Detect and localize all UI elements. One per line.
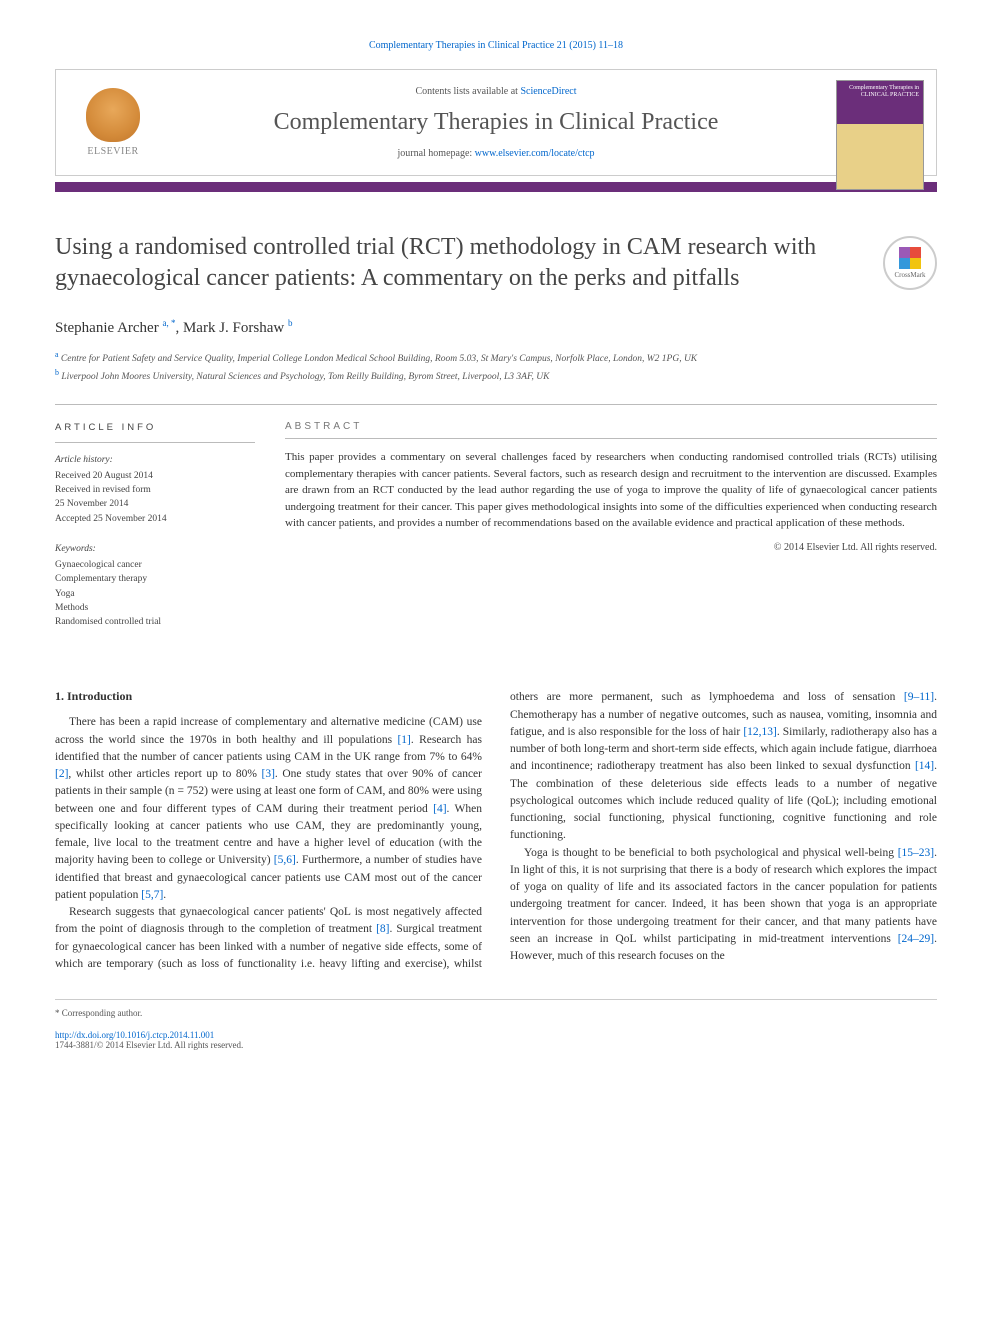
citation-link[interactable]: [4]: [433, 803, 446, 815]
keyword-item: Yoga: [55, 587, 255, 601]
elsevier-tree-icon: [86, 88, 140, 142]
page-footer: * Corresponding author. http://dx.doi.or…: [55, 999, 937, 1050]
journal-masthead: ELSEVIER Complementary Therapies in CLIN…: [55, 69, 937, 176]
history-received: Received 20 August 2014: [55, 469, 255, 483]
issn-copyright-line: 1744-3881/© 2014 Elsevier Ltd. All right…: [55, 1040, 937, 1050]
crossmark-badge[interactable]: CrossMark: [883, 236, 937, 290]
citation-link[interactable]: [8]: [376, 923, 389, 935]
abstract-copyright: © 2014 Elsevier Ltd. All rights reserved…: [285, 542, 937, 553]
article-title: Using a randomised controlled trial (RCT…: [55, 232, 837, 294]
accent-bar: [55, 182, 937, 192]
affil-b-marker: b: [55, 368, 59, 377]
doi-link[interactable]: http://dx.doi.org/10.1016/j.ctcp.2014.11…: [55, 1030, 214, 1040]
affil-a-marker: a: [55, 350, 59, 359]
publisher-logo: ELSEVIER: [68, 80, 158, 165]
keyword-item: Complementary therapy: [55, 572, 255, 586]
keyword-item: Methods: [55, 601, 255, 615]
body-paragraph: There has been a rapid increase of compl…: [55, 714, 482, 904]
citation-link[interactable]: [14]: [915, 760, 934, 772]
crossmark-label: CrossMark: [894, 271, 925, 279]
citation-link[interactable]: [15–23]: [898, 847, 934, 859]
citation-link[interactable]: [3]: [261, 768, 274, 780]
history-revised-line2: 25 November 2014: [55, 497, 255, 511]
affiliation-a: Centre for Patient Safety and Service Qu…: [61, 355, 697, 365]
article-info-column: article info Article history: Received 2…: [55, 421, 255, 629]
journal-name: Complementary Therapies in Clinical Prac…: [186, 109, 806, 136]
history-revised-line1: Received in revised form: [55, 483, 255, 497]
journal-cover-thumbnail: Complementary Therapies in CLINICAL PRAC…: [836, 80, 924, 190]
contents-available-line: Contents lists available at ScienceDirec…: [186, 86, 806, 97]
abstract-column: abstract This paper provides a commentar…: [285, 421, 937, 629]
corresponding-author-note: * Corresponding author.: [55, 1008, 937, 1018]
citation-link[interactable]: [2]: [55, 768, 68, 780]
citation-link[interactable]: [5,6]: [274, 854, 296, 866]
author-1-affil-marker: a, *: [162, 318, 175, 328]
abstract-text: This paper provides a commentary on seve…: [285, 449, 937, 532]
citation-link[interactable]: [9–11]: [904, 691, 934, 703]
citation-link[interactable]: [24–29]: [898, 933, 934, 945]
keyword-item: Gynaecological cancer: [55, 558, 255, 572]
journal-homepage-link[interactable]: www.elsevier.com/locate/ctcp: [475, 148, 595, 159]
history-accepted: Accepted 25 November 2014: [55, 512, 255, 526]
author-2-affil-marker: b: [288, 318, 293, 328]
article-info-heading: article info: [55, 421, 255, 442]
keywords-label: Keywords:: [55, 542, 255, 556]
affiliations: a Centre for Patient Safety and Service …: [55, 349, 937, 384]
author-1: Stephanie Archer: [55, 320, 159, 336]
homepage-prefix: journal homepage:: [397, 148, 474, 159]
article-body: 1. Introduction There has been a rapid i…: [55, 689, 937, 973]
abstract-heading: abstract: [285, 421, 937, 439]
author-list: Stephanie Archer a, *, Mark J. Forshaw b: [55, 318, 937, 337]
body-paragraph: Yoga is thought to be beneficial to both…: [510, 845, 937, 966]
affiliation-b: Liverpool John Moores University, Natura…: [61, 372, 549, 382]
publisher-name: ELSEVIER: [87, 146, 138, 157]
homepage-line: journal homepage: www.elsevier.com/locat…: [186, 148, 806, 159]
citation-link[interactable]: [1]: [397, 734, 410, 746]
citation-link[interactable]: [12,13]: [743, 726, 777, 738]
history-label: Article history:: [55, 453, 255, 467]
running-head: Complementary Therapies in Clinical Prac…: [55, 40, 937, 51]
sciencedirect-link[interactable]: ScienceDirect: [520, 86, 576, 97]
contents-prefix: Contents lists available at: [415, 86, 520, 97]
citation-link[interactable]: [5,7]: [141, 889, 163, 901]
cover-title-text: Complementary Therapies in CLINICAL PRAC…: [837, 81, 923, 103]
keyword-item: Randomised controlled trial: [55, 615, 255, 629]
crossmark-icon: [899, 247, 921, 269]
author-2: Mark J. Forshaw: [183, 320, 284, 336]
section-heading-introduction: 1. Introduction: [55, 689, 482, 704]
